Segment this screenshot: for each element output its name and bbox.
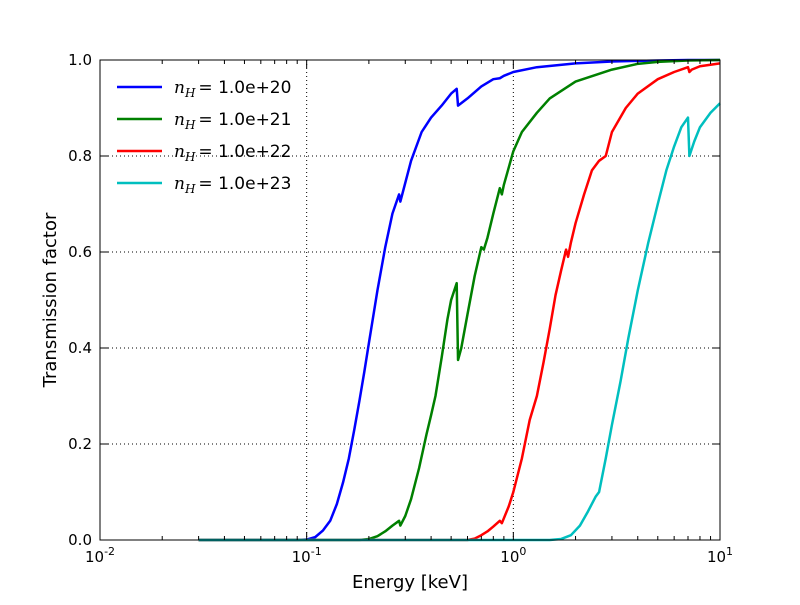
plot-area-frame <box>99 59 721 541</box>
axis-ticks: 10-2 10-1 100 101 0.0 0.2 0.4 0.6 0.8 1.0 <box>68 51 733 566</box>
y-tick-label: 0.4 <box>68 339 92 357</box>
x-tick-label: 100 <box>500 545 526 566</box>
x-axis-title: Energy [keV] <box>352 572 468 593</box>
series-line-3 <box>198 62 721 542</box>
y-axis-title: Transmission factor <box>40 212 61 388</box>
x-tick-label: 10-1 <box>292 545 322 566</box>
grid <box>100 60 720 540</box>
series-line-2 <box>198 58 721 542</box>
legend-label-4: nH = 1.0e+23 <box>174 174 291 196</box>
legend-label-1: nH = 1.0e+20 <box>174 78 291 100</box>
series-line-4 <box>198 102 721 542</box>
series-line-1 <box>198 58 720 542</box>
y-tick-label: 0.0 <box>68 531 92 549</box>
y-tick-label: 0.2 <box>68 435 92 453</box>
y-tick-label: 1.0 <box>68 51 92 69</box>
series-lines <box>198 58 721 542</box>
legend-label-3: nH = 1.0e+22 <box>174 142 291 164</box>
legend-label-2: nH = 1.0e+21 <box>174 110 291 132</box>
x-tick-label: 101 <box>707 545 733 566</box>
legend: nH = 1.0e+20 nH = 1.0e+21 nH = 1.0e+22 nH = 1.0… <box>117 78 291 196</box>
x-tick-label: 10-2 <box>85 545 115 566</box>
y-tick-label: 0.8 <box>68 147 92 165</box>
y-tick-label: 0.6 <box>68 243 92 261</box>
